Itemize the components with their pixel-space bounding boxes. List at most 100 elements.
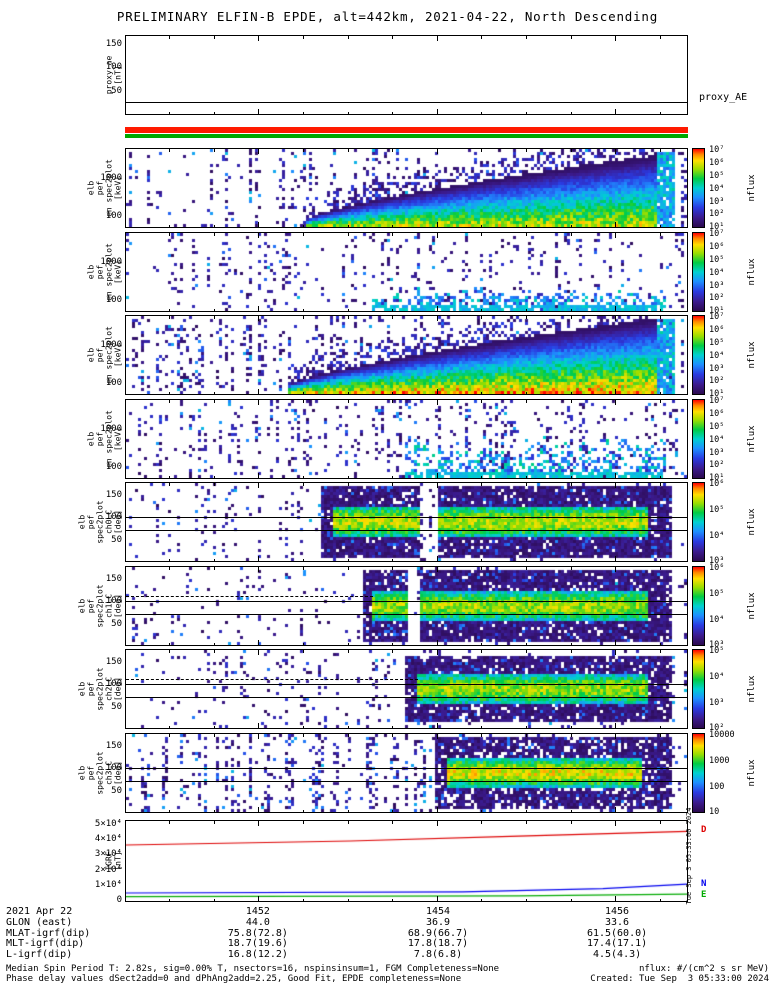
x-tick [213, 224, 215, 227]
x-tick [392, 898, 394, 901]
x-tick [615, 807, 617, 812]
x-tick [169, 149, 171, 152]
x-tick [570, 734, 572, 737]
x-tick [481, 567, 483, 570]
energy-ch0-colorbar-tick-label: 10⁴ [709, 183, 725, 194]
x-tick [392, 308, 394, 311]
x-tick [258, 473, 260, 478]
ephemeris-value: 4.5(4.3) [592, 948, 642, 960]
x-tick [258, 389, 260, 394]
x-tick [392, 650, 394, 653]
x-tick [659, 36, 661, 39]
x-tick [258, 233, 260, 238]
x-tick [436, 807, 438, 812]
x-tick [392, 149, 394, 152]
x-tick [169, 233, 171, 236]
x-tick [525, 821, 527, 824]
x-tick [213, 821, 215, 824]
x-tick [302, 308, 304, 311]
x-tick [481, 111, 483, 114]
x-tick [347, 400, 349, 403]
x-tick [525, 567, 527, 570]
x-tick [615, 821, 617, 826]
energy-ch3-colorbar-tick-label: 10² [709, 460, 725, 471]
x-tick [302, 400, 304, 403]
energy-ch0-colorbar-tick-label: 10⁷ [709, 144, 725, 155]
x-tick [392, 483, 394, 486]
energy-ch0-panel [125, 148, 688, 228]
energy-ch1-colorbar-tick-label: 10³ [709, 280, 725, 291]
x-tick [615, 723, 617, 728]
x-tick [436, 483, 438, 488]
x-tick [302, 36, 304, 39]
x-tick [615, 567, 617, 572]
y-tick-label: 150 [105, 38, 122, 49]
y-tick-label: 150 [105, 573, 122, 584]
y-tick-label: 5×10⁴ [94, 819, 122, 830]
x-tick [659, 111, 661, 114]
pitch-ch3LC-panel [125, 733, 688, 813]
x-tick [481, 734, 483, 737]
x-tick [525, 725, 527, 728]
x-tick [615, 640, 617, 645]
x-tick [481, 809, 483, 812]
pitch-ch0LC-colorbar-tick-label: 10⁴ [709, 530, 725, 541]
y-tick-label: 100 [105, 679, 122, 690]
x-tick [258, 807, 260, 812]
x-tick [392, 734, 394, 737]
x-tick [169, 567, 171, 570]
x-tick [570, 149, 572, 152]
x-tick [481, 36, 483, 39]
x-tick [659, 233, 661, 236]
x-tick [570, 567, 572, 570]
x-tick [659, 650, 661, 653]
x-tick [347, 233, 349, 236]
x-tick [392, 316, 394, 319]
x-tick [169, 316, 171, 319]
energy-ch1-panel [125, 232, 688, 312]
pitch-ch1LC-colorbar-tick-label: 10³ [709, 640, 725, 651]
x-tick [213, 111, 215, 114]
footer-phase-delay: Phase delay values dSect2add=0 and dPhAn… [6, 974, 462, 984]
pitch-ch1LC-spectrogram [126, 567, 687, 645]
x-tick [570, 224, 572, 227]
x-tick [258, 821, 260, 826]
x-tick [347, 224, 349, 227]
x-tick [302, 475, 304, 478]
x-tick [525, 149, 527, 152]
x-tick [213, 149, 215, 152]
x-tick [347, 111, 349, 114]
x-tick [615, 222, 617, 227]
x-tick [347, 809, 349, 812]
pitch-ch0LC-panel [125, 482, 688, 562]
x-tick [258, 36, 260, 41]
proxy-ae-line [126, 102, 687, 104]
x-tick [392, 642, 394, 645]
x-tick [213, 483, 215, 486]
x-tick [525, 483, 527, 486]
x-tick [258, 734, 260, 739]
x-tick [302, 316, 304, 319]
energy-ch3-colorbar-tick-label: 10⁵ [709, 421, 725, 432]
energy-ch3-colorbar-tick-label: 10¹ [709, 473, 725, 484]
energy-ch0-colorbar-tick-label: 10³ [709, 196, 725, 207]
x-tick [525, 400, 527, 403]
x-tick [481, 642, 483, 645]
x-tick [169, 224, 171, 227]
x-tick [258, 400, 260, 405]
x-tick [615, 109, 617, 114]
x-tick [169, 650, 171, 653]
x-tick [436, 389, 438, 394]
x-tick [525, 475, 527, 478]
x-tick [169, 642, 171, 645]
x-tick [615, 400, 617, 405]
energy-ch2-colorbar-axis-label: nflux [746, 315, 758, 395]
x-tick [436, 222, 438, 227]
pitch-ch2LC-colorbar-tick-label: 10⁴ [709, 671, 725, 682]
x-tick [570, 475, 572, 478]
x-tick [525, 734, 527, 737]
pitch-ch3LC-colorbar-tick-label: 10000 [709, 729, 735, 740]
x-tick [570, 725, 572, 728]
x-tick [615, 306, 617, 311]
x-tick [213, 725, 215, 728]
